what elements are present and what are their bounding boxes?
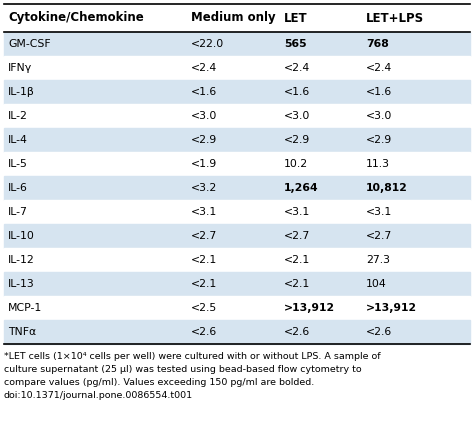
Text: 27.3: 27.3 (366, 255, 390, 265)
Text: <2.5: <2.5 (191, 303, 217, 313)
Text: <2.1: <2.1 (191, 279, 217, 289)
Text: 104: 104 (366, 279, 387, 289)
Bar (4, 56, 470, 80)
Text: IL-7: IL-7 (8, 207, 28, 217)
Text: <2.1: <2.1 (284, 279, 310, 289)
Text: IL-6: IL-6 (8, 183, 28, 193)
Text: <2.4: <2.4 (366, 63, 392, 73)
Bar (4, 4, 470, 32)
Text: GM-CSF: GM-CSF (8, 39, 51, 49)
Text: >13,912: >13,912 (284, 303, 336, 313)
Text: *LET cells (1×10⁴ cells per well) were cultured with or without LPS. A sample of: *LET cells (1×10⁴ cells per well) were c… (4, 352, 381, 361)
Text: 11.3: 11.3 (366, 159, 390, 169)
Text: IL-10: IL-10 (8, 231, 35, 241)
Text: IL-2: IL-2 (8, 111, 28, 121)
Text: <2.9: <2.9 (191, 135, 217, 145)
Bar (4, 272, 470, 296)
Text: <3.0: <3.0 (366, 111, 392, 121)
Bar (4, 104, 470, 128)
Text: 10.2: 10.2 (284, 159, 309, 169)
Text: <3.1: <3.1 (366, 207, 392, 217)
Text: MCP-1: MCP-1 (8, 303, 42, 313)
Bar (4, 128, 470, 152)
Text: <2.7: <2.7 (284, 231, 310, 241)
Text: <2.6: <2.6 (191, 327, 217, 337)
Text: 10,812: 10,812 (366, 183, 408, 193)
Text: compare values (pg/ml). Values exceeding 150 pg/ml are bolded.: compare values (pg/ml). Values exceeding… (4, 378, 314, 387)
Text: LET+LPS: LET+LPS (366, 11, 424, 24)
Bar (4, 320, 470, 344)
Bar (4, 224, 470, 248)
Text: <2.6: <2.6 (366, 327, 392, 337)
Text: <1.9: <1.9 (191, 159, 217, 169)
Text: <22.0: <22.0 (191, 39, 224, 49)
Bar (4, 248, 470, 272)
Text: <2.7: <2.7 (191, 231, 217, 241)
Bar (4, 200, 470, 224)
Text: Medium only: Medium only (191, 11, 276, 24)
Text: 768: 768 (366, 39, 389, 49)
Text: IFNγ: IFNγ (8, 63, 32, 73)
Text: 1,264: 1,264 (284, 183, 319, 193)
Text: <1.6: <1.6 (366, 87, 392, 97)
Text: <3.1: <3.1 (284, 207, 310, 217)
Bar (4, 152, 470, 176)
Text: <2.9: <2.9 (284, 135, 310, 145)
Text: LET: LET (284, 11, 308, 24)
Text: IL-4: IL-4 (8, 135, 28, 145)
Text: IL-1β: IL-1β (8, 87, 35, 97)
Bar (4, 296, 470, 320)
Text: <3.0: <3.0 (284, 111, 310, 121)
Text: >13,912: >13,912 (366, 303, 417, 313)
Text: IL-5: IL-5 (8, 159, 28, 169)
Bar (4, 80, 470, 104)
Text: culture supernatant (25 μl) was tested using bead-based flow cytometry to: culture supernatant (25 μl) was tested u… (4, 365, 362, 374)
Text: <2.7: <2.7 (366, 231, 392, 241)
Bar (4, 32, 470, 56)
Text: <3.0: <3.0 (191, 111, 218, 121)
Text: Cytokine/Chemokine: Cytokine/Chemokine (8, 11, 144, 24)
Text: <2.9: <2.9 (366, 135, 392, 145)
Text: TNFα: TNFα (8, 327, 36, 337)
Text: <3.2: <3.2 (191, 183, 217, 193)
Text: <2.4: <2.4 (284, 63, 310, 73)
Text: <2.1: <2.1 (191, 255, 217, 265)
Text: <1.6: <1.6 (191, 87, 217, 97)
Text: <3.1: <3.1 (191, 207, 217, 217)
Text: <2.4: <2.4 (191, 63, 217, 73)
Text: <1.6: <1.6 (284, 87, 310, 97)
Text: <2.1: <2.1 (284, 255, 310, 265)
Text: 565: 565 (284, 39, 307, 49)
Text: <2.6: <2.6 (284, 327, 310, 337)
Text: IL-13: IL-13 (8, 279, 35, 289)
Bar (4, 176, 470, 200)
Text: IL-12: IL-12 (8, 255, 35, 265)
Text: doi:10.1371/journal.pone.0086554.t001: doi:10.1371/journal.pone.0086554.t001 (4, 391, 193, 400)
